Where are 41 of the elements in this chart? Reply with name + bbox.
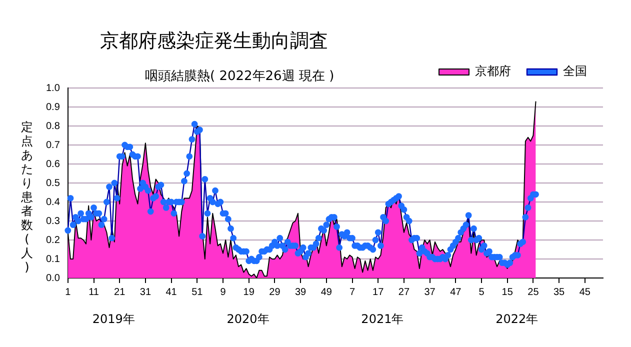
x-tick-label: 7 xyxy=(349,286,356,298)
y-tick-label: 0.0 xyxy=(46,272,60,284)
y-tick-label: 0.2 xyxy=(46,234,60,246)
x-tick-label: 21 xyxy=(114,286,126,298)
text: 2021年 xyxy=(361,312,404,326)
text: 2020年 xyxy=(226,312,270,326)
x-tick-label: 27 xyxy=(398,286,410,298)
text: 2019年 xyxy=(92,312,135,326)
y-tick-label: 0.7 xyxy=(46,140,60,151)
y-tick-label: 1.0 xyxy=(46,82,60,94)
x-tick-label: 37 xyxy=(424,286,436,298)
x-tick-label: 45 xyxy=(579,286,591,298)
text: 2022年 xyxy=(496,312,538,326)
x-tick-label: 9 xyxy=(220,286,226,298)
y-tick-label: 0.3 xyxy=(46,216,60,227)
x-tick-label: 39 xyxy=(294,286,307,298)
y-tick-label: 0.8 xyxy=(46,120,60,132)
text: 定点あたり患者数(人) xyxy=(21,120,33,274)
x-tick-label: 17 xyxy=(372,286,384,298)
x-tick-label: 47 xyxy=(450,286,462,298)
x-tick-label: 11 xyxy=(88,286,100,298)
chart-title: 京都府感染症発生動向調査 xyxy=(100,29,328,54)
chart-subtitle: 咽頭結膜熱( 2022年26週 現在 ) xyxy=(145,68,334,85)
x-tick-label: 35 xyxy=(553,286,566,298)
legend-label: 全国 xyxy=(563,64,587,78)
x-tick-label: 29 xyxy=(269,286,281,298)
legend-label: 京都府 xyxy=(475,64,511,78)
y-tick-label: 0.1 xyxy=(46,254,60,265)
x-tick-label: 31 xyxy=(140,286,152,298)
x-tick-label: 51 xyxy=(192,286,204,298)
x-tick-label: 41 xyxy=(166,286,178,298)
x-tick-label: 15 xyxy=(502,286,514,298)
y-tick-label: 0.6 xyxy=(46,158,60,170)
x-tick-label: 5 xyxy=(478,286,485,298)
y-tick-label: 0.9 xyxy=(46,102,60,113)
x-tick-label: 49 xyxy=(320,286,332,298)
y-tick-label: 0.5 xyxy=(46,178,60,189)
x-tick-label: 1 xyxy=(65,286,72,298)
x-tick-label: 25 xyxy=(528,286,540,298)
x-tick-label: 19 xyxy=(243,286,255,298)
y-tick-label: 0.4 xyxy=(46,196,60,208)
